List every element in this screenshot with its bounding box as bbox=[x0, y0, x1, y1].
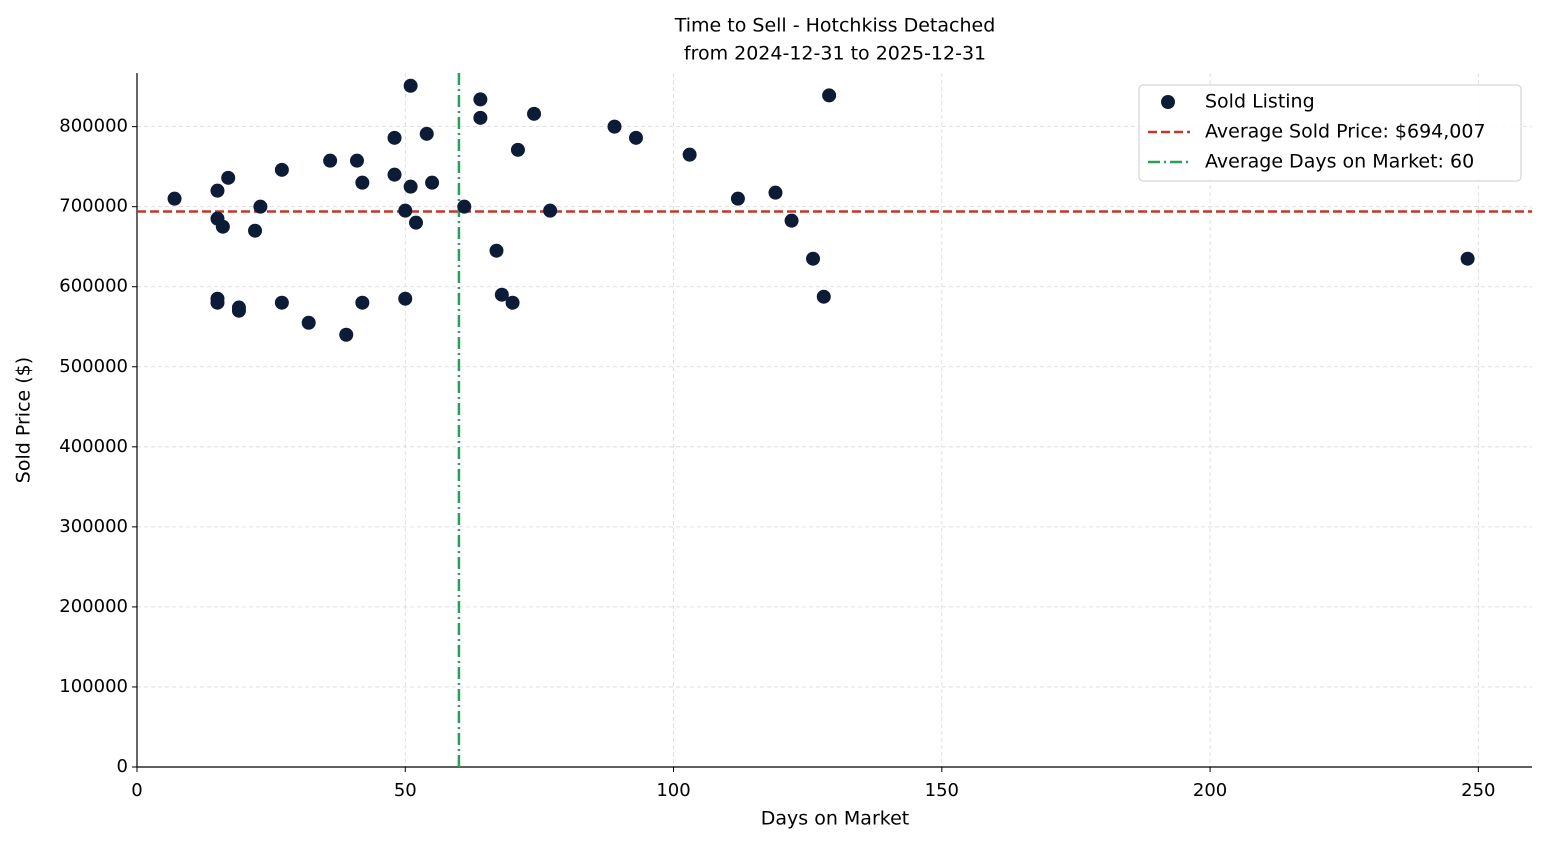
y-tick-label: 500000 bbox=[59, 356, 128, 377]
y-tick-label: 300000 bbox=[59, 516, 128, 537]
point bbox=[215, 219, 230, 234]
point bbox=[398, 203, 413, 218]
point bbox=[527, 106, 542, 121]
point bbox=[543, 203, 558, 218]
point bbox=[231, 303, 246, 318]
y-tick-label: 200000 bbox=[59, 596, 128, 617]
point bbox=[221, 170, 236, 185]
x-tick-label: 50 bbox=[394, 780, 417, 801]
point bbox=[473, 110, 488, 125]
point bbox=[355, 175, 370, 190]
point bbox=[210, 183, 225, 198]
point bbox=[323, 153, 338, 168]
point bbox=[301, 315, 316, 330]
point bbox=[1460, 251, 1475, 266]
legend-box bbox=[1138, 84, 1522, 182]
x-tick-label: 0 bbox=[131, 780, 142, 801]
point bbox=[274, 162, 289, 177]
legend-label: Average Sold Price: $694,007 bbox=[1205, 121, 1486, 143]
x-axis-label: Days on Market bbox=[761, 808, 909, 830]
point bbox=[425, 175, 440, 190]
point bbox=[457, 199, 472, 214]
point bbox=[816, 289, 831, 304]
point bbox=[806, 251, 821, 266]
point bbox=[607, 119, 622, 134]
point bbox=[730, 191, 745, 206]
chart-title: Time to Sell - Hotchkiss Detached bbox=[674, 15, 996, 37]
point bbox=[768, 185, 783, 200]
legend-label: Sold Listing bbox=[1205, 91, 1315, 113]
y-tick-label: 800000 bbox=[59, 116, 128, 137]
legend-label: Average Days on Market: 60 bbox=[1205, 151, 1474, 173]
point bbox=[339, 327, 354, 342]
x-tick-label: 100 bbox=[656, 780, 690, 801]
legend-marker bbox=[1161, 95, 1175, 109]
point bbox=[510, 142, 525, 157]
point bbox=[248, 223, 263, 238]
point bbox=[398, 291, 413, 306]
point bbox=[628, 130, 643, 145]
point bbox=[505, 295, 520, 310]
point bbox=[387, 167, 402, 182]
point bbox=[784, 213, 799, 228]
point bbox=[473, 92, 488, 107]
point bbox=[403, 179, 418, 194]
x-tick-label: 150 bbox=[925, 780, 959, 801]
point bbox=[210, 295, 225, 310]
y-tick-label: 400000 bbox=[59, 436, 128, 457]
point bbox=[253, 199, 268, 214]
y-tick-label: 700000 bbox=[59, 196, 128, 217]
point bbox=[409, 215, 423, 230]
point bbox=[489, 243, 504, 258]
chart-subtitle: from 2024-12-31 to 2025-12-31 bbox=[684, 43, 986, 65]
point bbox=[682, 147, 697, 162]
x-tick-label: 250 bbox=[1461, 780, 1495, 801]
point bbox=[419, 126, 434, 141]
x-tick-label: 200 bbox=[1193, 780, 1227, 801]
y-tick-label: 0 bbox=[117, 756, 128, 777]
point bbox=[403, 78, 418, 93]
point bbox=[494, 287, 509, 302]
point bbox=[822, 88, 837, 103]
point bbox=[387, 130, 402, 145]
y-tick-label: 100000 bbox=[59, 676, 128, 697]
y-axis-label: Sold Price ($) bbox=[13, 357, 35, 483]
point bbox=[355, 295, 370, 310]
y-tick-label: 600000 bbox=[59, 276, 128, 297]
point bbox=[274, 295, 289, 310]
point bbox=[349, 153, 364, 168]
point bbox=[167, 191, 182, 206]
